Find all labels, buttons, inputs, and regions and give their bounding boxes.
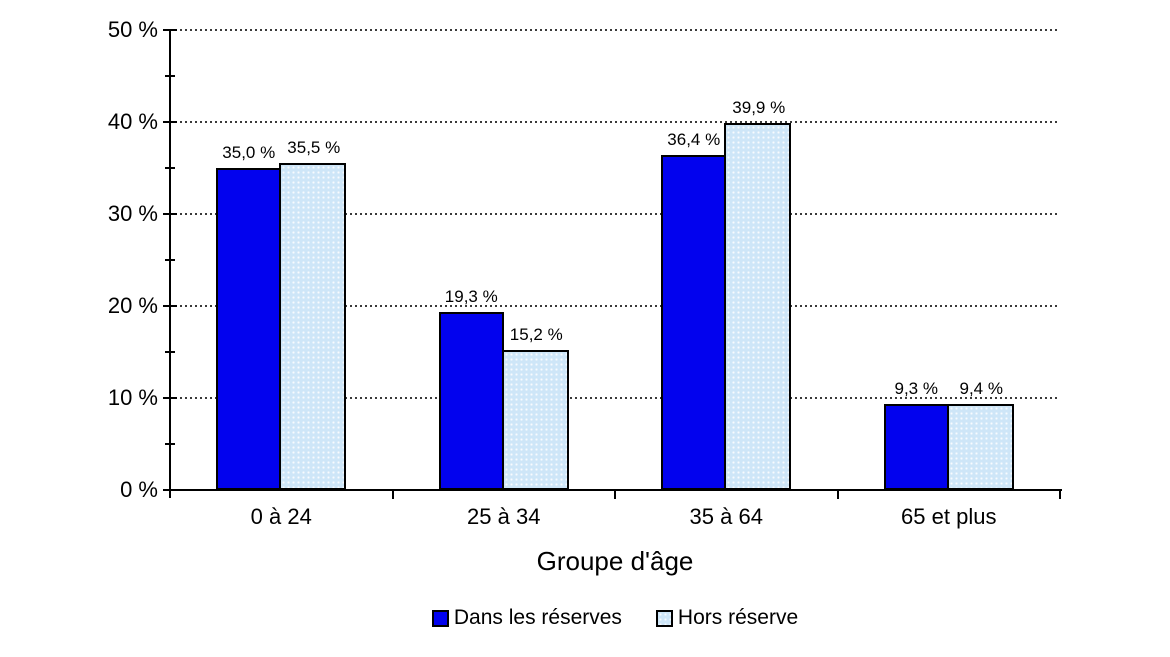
gridline-40	[170, 121, 1060, 123]
x-category-label-1: 0 à 24	[250, 504, 312, 529]
y-major-tick-50	[163, 29, 177, 31]
y-minor-tick-35	[165, 167, 175, 169]
data-label-dans-les-reserves-2: 19,3 %	[444, 287, 498, 307]
legend-label: Hors réserve	[677, 606, 799, 629]
y-tick-label-20: 20 %	[107, 293, 158, 318]
x-category-label-2: 25 à 34	[467, 504, 541, 529]
x-category-label-3: 35 à 64	[689, 504, 763, 529]
data-label-dans-les-reserves-3: 36,4 %	[667, 130, 721, 150]
bar-hors-reserve-1	[279, 163, 347, 490]
y-major-tick-30	[163, 213, 177, 215]
y-minor-tick-15	[165, 351, 175, 353]
y-axis-line	[169, 30, 171, 498]
bar-hors-reserve-4	[946, 403, 1014, 490]
bar-dans-les-reserves-1	[216, 168, 282, 490]
gridline-10	[170, 397, 1060, 399]
data-label-dans-les-reserves-4: 9,3 %	[894, 379, 938, 399]
y-major-tick-0	[163, 489, 177, 491]
legend-marker-icon	[431, 609, 449, 627]
y-tick-label-30: 30 %	[107, 201, 158, 226]
legend-marker-icon	[655, 609, 673, 627]
legend-item-dans-les-reserves: Dans les réserves	[431, 606, 622, 630]
legend-label: Dans les réserves	[453, 606, 622, 629]
x-category-label-4: 65 et plus	[901, 504, 997, 529]
y-major-tick-40	[163, 121, 177, 123]
bar-dans-les-reserves-4	[883, 404, 949, 490]
legend-item-hors-reserve: Hors réserve	[655, 606, 799, 630]
legend: Dans les réserves Hors réserve	[170, 606, 1060, 630]
gridline-50	[170, 29, 1060, 31]
x-axis-title: Groupe d'âge	[536, 546, 694, 576]
y-tick-label-40: 40 %	[107, 109, 158, 134]
x-axis-line	[168, 489, 1062, 491]
bar-hors-reserve-2	[501, 350, 569, 490]
data-label-hors-reserve-4: 9,4 %	[959, 378, 1003, 398]
bar-hors-reserve-3	[724, 122, 792, 490]
bar-dans-les-reserves-2	[438, 312, 504, 490]
data-label-hors-reserve-1: 35,5 %	[287, 138, 341, 158]
data-label-hors-reserve-3: 39,9 %	[732, 97, 786, 117]
x-boundary-tick-1	[391, 491, 394, 499]
bar-dans-les-reserves-3	[661, 155, 727, 490]
y-tick-label-50: 50 %	[107, 17, 158, 42]
data-label-hors-reserve-2: 15,2 %	[509, 325, 563, 345]
x-boundary-tick-3	[836, 491, 839, 499]
gridline-30	[170, 213, 1060, 215]
data-label-dans-les-reserves-1: 35,0 %	[222, 143, 276, 162]
y-minor-tick-5	[165, 443, 175, 445]
gridline-20	[170, 305, 1060, 307]
x-boundary-tick-4	[1059, 491, 1061, 499]
y-major-tick-20	[163, 305, 177, 307]
y-tick-label-0: 0 %	[120, 477, 158, 502]
x-boundary-tick-2	[614, 491, 616, 499]
y-minor-tick-25	[165, 259, 175, 261]
y-tick-label-10: 10 %	[107, 385, 158, 410]
y-minor-tick-45	[165, 75, 175, 77]
y-major-tick-10	[163, 397, 177, 399]
